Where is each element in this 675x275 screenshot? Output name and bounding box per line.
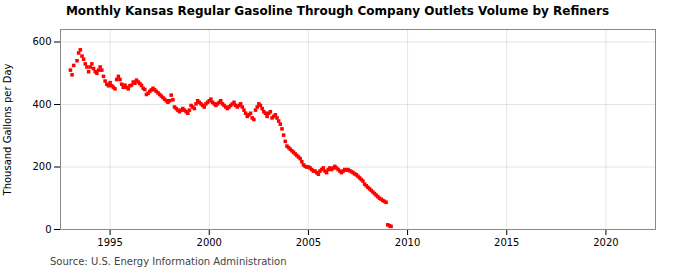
svg-text:2020: 2020 [593,237,618,248]
html-text:Monthly Kansas Regular Gasolin: Monthly Kansas Regular Gasoline Through … [65,4,610,18]
html-text:Source: U.S. Energy Informatio: Source: U.S. Energy Information Administ… [50,256,287,267]
svg-text:Thousand Gallons per Day: Thousand Gallons per Day [2,63,13,196]
svg-text:600: 600 [32,36,51,47]
svg-text:2005: 2005 [296,237,321,248]
svg-text:2010: 2010 [395,237,420,248]
svg-text:2000: 2000 [197,237,222,248]
svg-text:0: 0 [45,224,51,235]
svg-text:2015: 2015 [494,237,519,248]
svg-text:400: 400 [32,99,51,110]
svg-text:1995: 1995 [97,237,122,248]
svg-text:200: 200 [32,161,51,172]
